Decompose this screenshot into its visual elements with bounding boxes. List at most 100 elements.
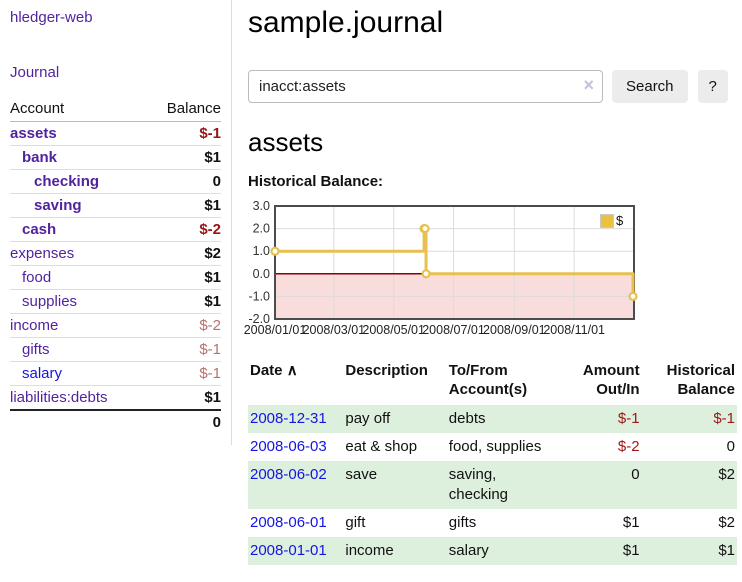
app-brand-link[interactable]: hledger-web bbox=[10, 9, 93, 26]
sidebar: hledger-web Journal Account Balance asse… bbox=[0, 0, 232, 445]
account-link[interactable]: expenses bbox=[10, 245, 75, 262]
account-row: assets $-1 bbox=[10, 122, 221, 146]
account-row: income $-2 bbox=[10, 314, 221, 338]
description-column-header: Description bbox=[345, 362, 428, 379]
account-balance: $2 bbox=[204, 245, 221, 262]
page-title: sample.journal bbox=[248, 6, 444, 39]
main-content: sample.journal × Search ? assets Histori… bbox=[244, 0, 737, 565]
balance-chart: 3.0 2.0 1.0 0.0 -1.0 -2.0 2008/01/01 2008/03/01… bbox=[244, 199, 737, 341]
account-row: checking 0 bbox=[10, 170, 221, 194]
account-link[interactable]: income bbox=[10, 317, 59, 334]
accounts-header: Account Balance bbox=[10, 97, 221, 122]
legend-label: $ bbox=[616, 213, 624, 228]
account-link[interactable]: bank bbox=[22, 149, 58, 166]
account-balance: $1 bbox=[204, 389, 221, 406]
account-row: food $1 bbox=[10, 266, 221, 290]
balance-cell: 0 bbox=[726, 438, 735, 455]
balance-column-header-main: Historical Balance bbox=[666, 362, 735, 398]
amount-cell: $1 bbox=[622, 514, 640, 531]
description-cell: gift bbox=[345, 514, 366, 531]
accounts-column-header: To/From Account(s) bbox=[448, 362, 528, 398]
svg-text:2008/01/01: 2008/01/01 bbox=[244, 323, 307, 337]
register-table-body: 2008-12-31 pay off debts $-1 $-1 2008-06-03 ea… bbox=[248, 405, 737, 565]
date-cell: 2008-06-03 bbox=[248, 433, 343, 461]
amount-cell: $1 bbox=[559, 537, 642, 565]
chart-heading: Historical Balance: bbox=[248, 173, 384, 190]
transaction-date-link[interactable]: 2008-06-02 bbox=[250, 466, 327, 483]
account-balance: $1 bbox=[204, 149, 221, 166]
amount-column-header: Amount Out/In bbox=[582, 362, 640, 398]
register-table: Date ∧ Description To/From Account(s) Am… bbox=[248, 359, 737, 565]
transaction-date-link[interactable]: 2008-06-03 bbox=[250, 438, 327, 455]
account-row: cash $-2 bbox=[10, 218, 221, 242]
account-row: saving $1 bbox=[10, 194, 221, 218]
account-link[interactable]: food bbox=[22, 269, 52, 286]
description-cell: pay off bbox=[343, 405, 447, 433]
account-balance: $-2 bbox=[199, 317, 221, 334]
account-balance: $-1 bbox=[199, 341, 221, 358]
account-link[interactable]: cash bbox=[22, 221, 57, 238]
accounts-list: assets $-1 bank $1 checking 0 saving $1 cash $-2 e… bbox=[10, 122, 221, 409]
svg-text:2.0: 2.0 bbox=[253, 222, 270, 236]
accounts-total-value: 0 bbox=[212, 414, 221, 431]
account-row: liabilities:debts $1 bbox=[10, 386, 221, 409]
transaction-date-link[interactable]: 2008-01-01 bbox=[250, 542, 327, 559]
accounts-cell: salary bbox=[446, 537, 560, 565]
account-link[interactable]: assets bbox=[10, 125, 57, 142]
transaction-date-link[interactable]: 2008-06-01 bbox=[250, 514, 327, 531]
account-link[interactable]: checking bbox=[34, 173, 100, 190]
account-balance: $-1 bbox=[199, 365, 221, 382]
table-row: 2008-06-03 eat & shop food, supplies $-2 0 bbox=[248, 433, 737, 461]
search-button[interactable]: Search bbox=[612, 70, 688, 103]
description-cell: save bbox=[343, 461, 447, 509]
description-cell: income bbox=[343, 537, 447, 565]
date-cell: 2008-12-31 bbox=[248, 405, 344, 433]
account-row: expenses $2 bbox=[10, 242, 221, 266]
account-balance: $1 bbox=[204, 197, 221, 214]
account-balance: $1 bbox=[204, 293, 221, 310]
balance-chart-svg: 3.0 2.0 1.0 0.0 -1.0 -2.02008/01/012008/03/01… bbox=[244, 199, 638, 337]
description-cell: eat & shop bbox=[345, 438, 418, 455]
date-cell: 2008-06-01 bbox=[248, 509, 343, 537]
account-link[interactable]: supplies bbox=[22, 293, 78, 310]
clear-search-icon[interactable]: × bbox=[583, 75, 594, 95]
account-balance: 0 bbox=[212, 173, 221, 190]
transaction-date-link[interactable]: 2008-12-31 bbox=[250, 410, 327, 427]
account-link[interactable]: salary bbox=[22, 365, 63, 382]
account-balance: $1 bbox=[204, 269, 221, 286]
date-cell: 2008-06-02 bbox=[248, 461, 344, 509]
accounts-total-row: 0 bbox=[10, 409, 221, 434]
account-balance: $-2 bbox=[199, 221, 221, 238]
amount-cell: $-1 bbox=[559, 405, 642, 433]
account-link[interactable]: gifts bbox=[22, 341, 50, 358]
svg-text:0.0: 0.0 bbox=[253, 267, 270, 281]
svg-text:2008/05/01: 2008/05/01 bbox=[362, 323, 425, 337]
accounts-cell: food, supplies bbox=[448, 438, 542, 455]
account-link[interactable]: liabilities:debts bbox=[10, 389, 108, 406]
svg-text:1.0: 1.0 bbox=[253, 244, 270, 258]
search-input[interactable] bbox=[248, 70, 603, 103]
svg-text:3.0: 3.0 bbox=[253, 199, 270, 213]
svg-text:2008/07/01: 2008/07/01 bbox=[422, 323, 485, 337]
account-column-header: Account bbox=[10, 100, 65, 117]
svg-text:2008/09/01: 2008/09/01 bbox=[483, 323, 546, 337]
help-button[interactable]: ? bbox=[697, 70, 728, 103]
balance-column-header: Balance bbox=[166, 100, 221, 117]
amount-cell: $-2 bbox=[617, 438, 640, 455]
accounts-cell: saving, checking bbox=[446, 461, 560, 509]
account-row: salary $-1 bbox=[10, 362, 221, 386]
chart-legend: $ bbox=[600, 213, 623, 228]
accounts-cell: gifts bbox=[448, 514, 477, 531]
date-column-header[interactable]: Date ∧ bbox=[250, 362, 298, 379]
sort-ascending-icon: ∧ bbox=[286, 362, 298, 379]
svg-text:2008/03/01: 2008/03/01 bbox=[303, 323, 366, 337]
register-header-row: Date ∧ Description To/From Account(s) Am… bbox=[248, 359, 737, 405]
account-link[interactable]: saving bbox=[34, 197, 82, 214]
search-bar: × Search ? bbox=[248, 70, 737, 103]
balance-cell: $1 bbox=[641, 537, 737, 565]
svg-text:2008/11/01: 2008/11/01 bbox=[543, 323, 605, 337]
svg-text:-2.0: -2.0 bbox=[248, 312, 270, 326]
sidebar-item-journal[interactable]: Journal bbox=[10, 64, 60, 81]
account-balance: $-1 bbox=[199, 125, 221, 142]
balance-cell: $2 bbox=[718, 514, 735, 531]
